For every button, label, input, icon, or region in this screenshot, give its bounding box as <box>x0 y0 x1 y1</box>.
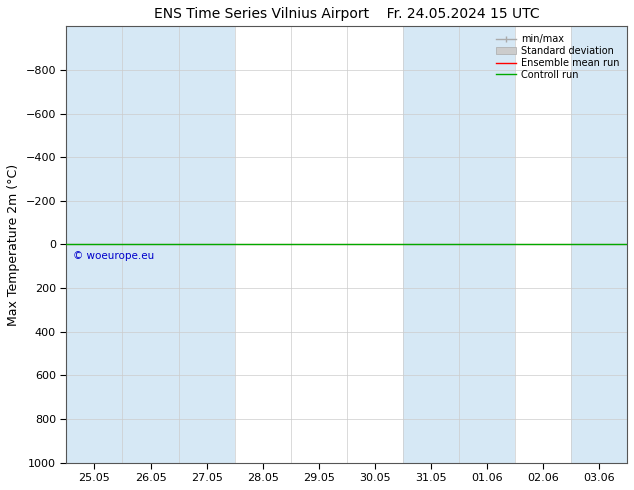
Bar <box>403 26 515 463</box>
Bar <box>67 26 122 463</box>
Bar <box>122 26 235 463</box>
Title: ENS Time Series Vilnius Airport    Fr. 24.05.2024 15 UTC: ENS Time Series Vilnius Airport Fr. 24.0… <box>154 7 540 21</box>
Legend: min/max, Standard deviation, Ensemble mean run, Controll run: min/max, Standard deviation, Ensemble me… <box>493 31 622 83</box>
Bar <box>571 26 627 463</box>
Text: © woeurope.eu: © woeurope.eu <box>73 251 155 261</box>
Y-axis label: Max Temperature 2m (°C): Max Temperature 2m (°C) <box>7 163 20 325</box>
